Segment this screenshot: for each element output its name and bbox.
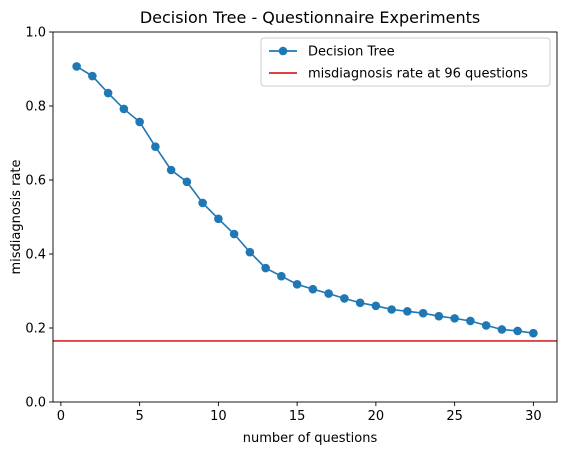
data-point <box>277 271 286 281</box>
legend-label: Decision Tree <box>308 45 395 60</box>
data-point <box>72 62 81 71</box>
x-tick-label: 30 <box>525 409 542 424</box>
data-point <box>466 316 475 326</box>
data-point <box>513 326 522 336</box>
data-point <box>88 71 97 81</box>
data-point <box>229 229 239 239</box>
data-point <box>371 301 381 311</box>
data-point <box>450 314 459 323</box>
y-tick-label: 0.8 <box>25 100 46 115</box>
data-point <box>324 289 333 298</box>
x-tick-label: 5 <box>135 409 143 424</box>
data-point <box>245 247 255 257</box>
data-point <box>151 142 160 151</box>
data-point <box>529 328 538 338</box>
plot-area: 0 5 10 15 20 25 30 0.0 0.2 0.4 0.6 0.8 1.0 <box>25 26 558 424</box>
x-tick-label: 25 <box>446 409 463 424</box>
data-point <box>182 177 192 187</box>
y-tick-label: 0.4 <box>25 248 46 263</box>
chart-title: Decision Tree - Questionnaire Experiment… <box>140 8 480 27</box>
y-tick-label: 1.0 <box>25 26 46 41</box>
legend-marker <box>278 46 288 56</box>
y-tick-label: 0.2 <box>25 322 46 337</box>
x-tick-label: 10 <box>210 409 227 424</box>
data-point <box>308 284 318 294</box>
x-tick-label: 0 <box>57 409 65 424</box>
y-tick-label: 0.0 <box>25 396 46 411</box>
x-tick-label: 15 <box>289 409 306 424</box>
y-axis-label: misdiagnosis rate <box>9 159 24 274</box>
legend-box <box>260 37 551 87</box>
data-point <box>387 305 396 314</box>
x-axis-label: number of questions <box>243 431 378 446</box>
data-point <box>434 311 444 321</box>
data-point <box>403 307 412 316</box>
axes-frame <box>52 31 558 403</box>
data-point <box>198 198 207 208</box>
data-point <box>103 88 113 98</box>
data-point <box>481 321 491 330</box>
y-tick-label: 0.6 <box>25 174 46 189</box>
legend: Decision Tree misdiagnosis rate at 96 que… <box>260 37 551 87</box>
data-point <box>418 308 428 318</box>
legend-label: misdiagnosis rate at 96 questions <box>308 67 528 82</box>
data-point <box>214 214 223 224</box>
data-point <box>355 298 365 308</box>
data-point <box>166 165 176 175</box>
data-point <box>135 117 144 127</box>
data-point <box>119 104 129 114</box>
data-point <box>261 263 270 273</box>
data-point <box>497 325 507 334</box>
data-point <box>292 280 302 289</box>
x-tick-label: 20 <box>368 409 385 424</box>
data-point <box>340 294 349 303</box>
